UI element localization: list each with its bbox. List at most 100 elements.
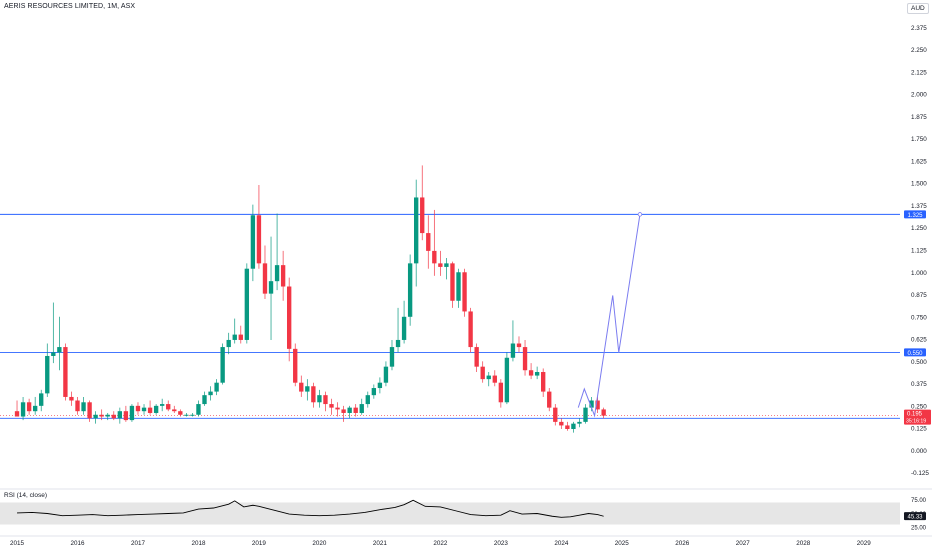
candle-body [577, 421, 582, 424]
candle-body [474, 347, 479, 367]
price-tick-label: 0.250 [911, 403, 927, 410]
currency-label[interactable]: AUD [907, 3, 929, 14]
last-price-value: 0.195 [907, 412, 923, 418]
candle-body [359, 404, 364, 413]
candle-body [280, 265, 286, 287]
candle-body [504, 357, 510, 403]
candle-body [286, 286, 292, 349]
candle-body [329, 404, 334, 408]
candle-body [601, 409, 606, 416]
time-tick-label: 2018 [191, 540, 206, 547]
candle-body [214, 382, 219, 392]
price-tick-label: 0.375 [911, 381, 927, 388]
time-tick-label: 2029 [857, 540, 872, 547]
candle-body [534, 372, 540, 376]
candle-body [20, 402, 26, 417]
candle-body [14, 411, 20, 417]
candle-body [159, 404, 165, 406]
candle-body [522, 347, 528, 371]
price-tick-label: 0.750 [911, 314, 927, 321]
candle-body [407, 263, 413, 317]
level-price-label: 1.325 [907, 213, 923, 219]
rsi-current-value: 45.33 [907, 514, 923, 520]
price-tick-label: 1.625 [911, 158, 927, 165]
candle-body [510, 343, 516, 358]
candle-body [250, 215, 256, 269]
rsi-line [17, 499, 604, 518]
price-tick-label: 0.500 [911, 359, 927, 366]
time-tick-label: 2026 [675, 540, 690, 547]
candle-body [317, 395, 322, 403]
candle-body [335, 407, 340, 410]
price-tick-label: 1.000 [911, 270, 927, 277]
last-price-countdown: 35:16:19 [906, 419, 926, 425]
time-tick-label: 2015 [10, 540, 25, 547]
candle-body [559, 421, 564, 426]
candle-body [75, 400, 80, 412]
level-price-tag [904, 348, 926, 357]
candle-body [87, 402, 92, 419]
time-tick-label: 2020 [312, 540, 327, 547]
candle-body [401, 316, 407, 340]
price-axis: 2.375 2.250 2.125 2.000 1.875 1.750 1.625 1.500… [911, 25, 929, 477]
candle-body [414, 197, 419, 264]
candle-body [383, 366, 389, 383]
candle-body [589, 400, 594, 408]
price-tick-label: 1.375 [911, 203, 927, 210]
candle-body [93, 414, 98, 419]
candles-layer [14, 165, 606, 433]
candle-body [153, 405, 159, 413]
time-axis: 2015 2016 2017 2018 2019 2020 2021 2022 2023 2024… [10, 540, 871, 547]
rsi-band [0, 502, 900, 525]
candle-body [347, 407, 352, 413]
price-tick-label: 2.125 [911, 69, 927, 76]
rsi-indicator-label[interactable]: RSI (14, close) [4, 492, 47, 499]
candle-body [220, 347, 225, 383]
time-tick-label: 2017 [131, 540, 146, 547]
time-tick-label: 2016 [70, 540, 85, 547]
candle-body [238, 334, 243, 340]
candle-body [268, 281, 274, 294]
rsi-tick-label: 75.00 [911, 498, 927, 504]
candle-body [565, 425, 570, 430]
candle-body [389, 347, 395, 367]
candle-body [371, 388, 377, 396]
candle-body [69, 396, 74, 401]
candle-body [547, 391, 552, 408]
candle-body [444, 263, 449, 267]
candle-body [498, 382, 504, 403]
candle-body [438, 263, 443, 267]
level-price-tag [904, 210, 926, 219]
candle-body [426, 233, 431, 251]
candle-body [226, 339, 231, 348]
time-tick-label: 2024 [554, 540, 569, 547]
candle-body [32, 405, 38, 412]
time-tick-label: 2027 [736, 540, 751, 547]
level-price-label: 0.550 [907, 351, 923, 357]
candle-body [117, 411, 123, 419]
candle-body [184, 414, 189, 416]
candle-body [323, 395, 328, 405]
candle-body [468, 311, 473, 348]
candle-body [105, 414, 110, 417]
candle-body [420, 197, 425, 234]
candle-body [293, 348, 298, 383]
rsi-tick-label: 25.00 [911, 526, 927, 532]
time-tick-label: 2019 [252, 540, 267, 547]
candle-body [305, 386, 310, 392]
candle-body [129, 405, 135, 421]
candle-body [166, 404, 171, 410]
time-tick-label: 2025 [615, 540, 630, 547]
rsi-current-tag [904, 512, 926, 521]
candle-body [51, 352, 56, 356]
candle-body [262, 263, 268, 294]
symbol-title: AERIS RESOURCES LIMITED, 1M, ASX [4, 3, 136, 10]
candle-body [123, 411, 129, 421]
candle-body [541, 372, 546, 392]
candle-body [450, 263, 455, 301]
candle-body [341, 409, 346, 413]
candle-body [299, 382, 304, 392]
